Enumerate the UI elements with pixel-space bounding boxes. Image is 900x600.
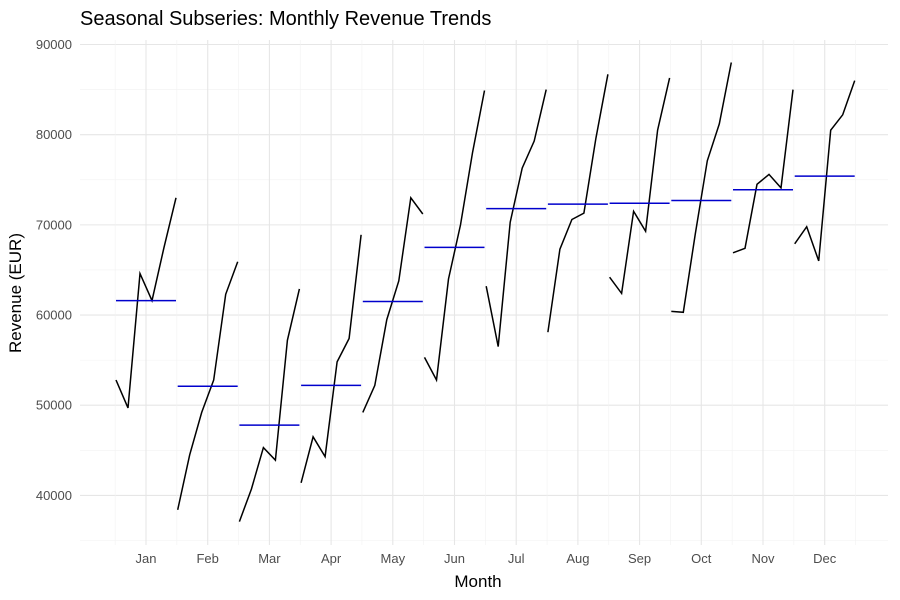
x-axis-label: Month	[454, 572, 501, 591]
y-tick-label: 90000	[36, 37, 72, 52]
series-line-jun	[423, 90, 486, 383]
grid	[80, 40, 888, 545]
x-tick-label: Jun	[444, 551, 465, 566]
series-line-dec	[794, 80, 856, 262]
x-tick-label: Sep	[628, 551, 651, 566]
series-line-oct	[671, 62, 733, 314]
y-tick-label: 80000	[36, 127, 72, 142]
x-tick-label: May	[381, 551, 406, 566]
series-line-apr	[300, 234, 362, 483]
series-line-feb	[176, 261, 239, 510]
x-tick-label: Aug	[566, 551, 589, 566]
y-tick-label: 60000	[36, 308, 72, 323]
series-line-aug	[547, 74, 609, 333]
x-tick-label: Oct	[691, 551, 712, 566]
series-line-mar	[238, 288, 301, 522]
series-line-may	[362, 195, 424, 413]
x-tick-label: Dec	[813, 551, 837, 566]
series-line-jul	[485, 89, 547, 347]
y-tick-labels: 40000 50000 60000 70000 80000 90000	[36, 37, 72, 503]
series-line-sep	[608, 77, 671, 296]
y-tick-label: 40000	[36, 488, 72, 503]
x-tick-label: Jul	[508, 551, 525, 566]
x-tick-label: Jan	[136, 551, 157, 566]
plot-marks	[115, 62, 856, 522]
y-tick-label: 50000	[36, 398, 72, 413]
chart-title: Seasonal Subseries: Monthly Revenue Tren…	[80, 8, 491, 30]
x-tick-labels: Jan Feb Mar Apr May Jun Jul Aug Sep Oct Nov Dec	[136, 551, 837, 566]
x-tick-label: Feb	[196, 551, 218, 566]
x-tick-label: Mar	[258, 551, 281, 566]
series-line-nov	[732, 89, 794, 254]
x-tick-label: Apr	[321, 551, 342, 566]
series-line-jan	[115, 197, 177, 409]
x-tick-label: Nov	[751, 551, 775, 566]
y-axis-label: Revenue (EUR)	[6, 233, 25, 353]
y-tick-label: 70000	[36, 217, 72, 232]
